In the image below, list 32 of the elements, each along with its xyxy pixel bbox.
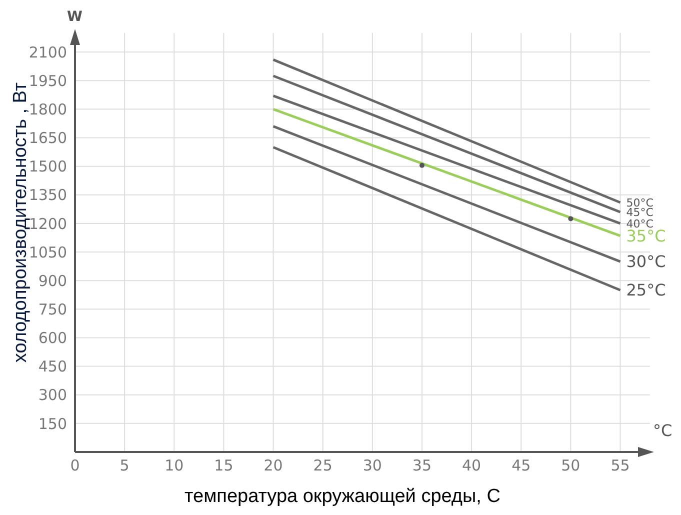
y-tick-label: 150 <box>38 414 67 433</box>
text: W <box>67 9 82 25</box>
x-tick-label: 45 <box>512 456 531 475</box>
y-tick-label: 450 <box>38 358 67 376</box>
x-tick-label: 10 <box>164 456 184 475</box>
y-tick-label: 1650 <box>28 129 67 148</box>
y-tick-label: 2100 <box>28 43 67 62</box>
x-tick-label: 0 <box>70 456 80 475</box>
y-tick-label: 300 <box>38 386 67 404</box>
series-label: 25°C <box>626 280 666 300</box>
x-tick-label: 55 <box>610 456 630 475</box>
y-tick-label: 1800 <box>28 100 67 119</box>
y-axis-title: холодопроизводительность , Вт <box>10 82 31 363</box>
x-tick-label: 50 <box>561 456 580 475</box>
y-tick-label: 1050 <box>28 243 67 262</box>
y-tick-label: 1200 <box>28 214 67 233</box>
x-tick-label: 30 <box>362 456 382 475</box>
x-tick-label: 25 <box>313 456 332 475</box>
x-tick-label: 20 <box>264 456 283 475</box>
x-tick-label: 5 <box>120 456 130 475</box>
series-label: 30°C <box>626 252 666 272</box>
y-tick-label: 1950 <box>28 72 67 90</box>
text: °C <box>653 421 672 440</box>
y-tick-label: 1500 <box>28 158 67 176</box>
x-axis-title: температура окружающей среды, С <box>184 486 500 507</box>
y-tick-label: 1350 <box>28 186 67 204</box>
x-tick-label: 15 <box>214 456 234 475</box>
y-tick-label: 900 <box>38 272 67 290</box>
y-tick-label: 600 <box>38 329 67 348</box>
x-tick-label: 40 <box>462 456 482 475</box>
x-tick-label: 35 <box>412 456 432 475</box>
y-tick-label: 750 <box>38 300 67 318</box>
